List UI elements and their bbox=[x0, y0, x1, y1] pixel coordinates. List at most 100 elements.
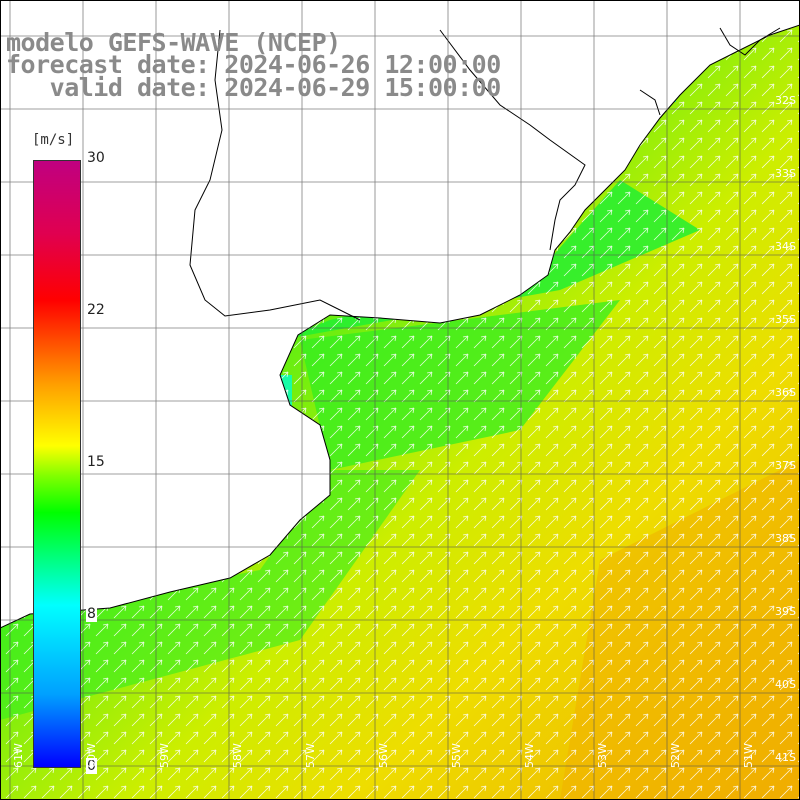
wind-arrow bbox=[743, 623, 757, 637]
wind-arrow bbox=[257, 227, 271, 241]
wind-arrow bbox=[689, 353, 703, 367]
wind-arrow bbox=[635, 425, 649, 439]
wind-arrow bbox=[455, 605, 469, 619]
wind-arrow bbox=[653, 335, 667, 349]
wind-arrow bbox=[167, 263, 181, 277]
wind-arrow bbox=[95, 587, 109, 601]
wind-arrow bbox=[509, 173, 523, 187]
wind-arrow bbox=[311, 443, 325, 457]
wind-arrow bbox=[311, 623, 325, 637]
wind-arrow bbox=[95, 533, 109, 547]
wind-arrow bbox=[294, 12, 306, 24]
wind-arrow bbox=[131, 389, 145, 403]
wind-arrow bbox=[167, 443, 181, 457]
wind-arrow bbox=[401, 785, 415, 799]
wind-arrow bbox=[42, 12, 54, 24]
wind-arrow bbox=[293, 173, 307, 187]
wind-arrow bbox=[293, 479, 307, 493]
wind-arrow bbox=[347, 461, 361, 475]
wind-arrow bbox=[599, 623, 613, 637]
wind-arrow bbox=[473, 263, 487, 277]
wind-arrow bbox=[311, 479, 325, 493]
wind-arrow bbox=[617, 281, 631, 295]
wind-arrow bbox=[5, 407, 19, 421]
wind-arrow bbox=[167, 479, 181, 493]
wind-arrow bbox=[545, 515, 559, 529]
wind-arrow bbox=[167, 119, 181, 133]
wind-arrow bbox=[743, 461, 757, 475]
colorbar-tick: 8 bbox=[86, 606, 97, 622]
wind-arrow bbox=[671, 461, 685, 475]
wind-arrow bbox=[617, 785, 631, 799]
wind-arrow bbox=[186, 12, 198, 24]
wind-arrow bbox=[131, 659, 145, 673]
wind-arrow bbox=[617, 389, 631, 403]
wind-arrow bbox=[761, 497, 775, 511]
wind-arrow bbox=[617, 731, 631, 745]
wind-arrow bbox=[329, 551, 343, 565]
wind-arrow bbox=[689, 695, 703, 709]
wind-arrow bbox=[347, 605, 361, 619]
wind-arrow bbox=[761, 461, 775, 475]
wind-arrow bbox=[131, 119, 145, 133]
wind-arrow bbox=[113, 209, 127, 223]
wind-arrow bbox=[761, 353, 775, 367]
wind-arrow bbox=[671, 749, 685, 763]
wind-arrow bbox=[707, 533, 721, 547]
wind-arrow bbox=[239, 695, 253, 709]
wind-arrow bbox=[275, 299, 289, 313]
wind-arrow bbox=[635, 227, 649, 241]
wind-arrow bbox=[743, 281, 757, 295]
wind-arrow bbox=[635, 191, 649, 205]
wind-arrow bbox=[239, 335, 253, 349]
wind-arrow bbox=[185, 281, 199, 295]
wind-arrow bbox=[599, 335, 613, 349]
wind-arrow bbox=[401, 119, 415, 133]
wind-arrow bbox=[761, 299, 775, 313]
wind-arrow bbox=[761, 227, 775, 241]
wind-arrow bbox=[365, 623, 379, 637]
wind-arrow bbox=[653, 65, 667, 79]
wind-arrow bbox=[5, 263, 19, 277]
wind-arrow bbox=[113, 767, 127, 781]
wind-arrow bbox=[707, 695, 721, 709]
wind-arrow bbox=[365, 461, 379, 475]
wind-arrow bbox=[743, 155, 757, 169]
wind-arrow bbox=[401, 731, 415, 745]
wind-arrow bbox=[221, 695, 235, 709]
wind-arrow bbox=[743, 119, 757, 133]
wind-arrow bbox=[275, 731, 289, 745]
wind-arrow bbox=[185, 731, 199, 745]
wind-arrow bbox=[239, 209, 253, 223]
wind-arrow bbox=[635, 101, 649, 115]
wind-arrow bbox=[725, 641, 739, 655]
wind-arrow bbox=[725, 299, 739, 313]
wind-arrow bbox=[690, 12, 702, 24]
wind-arrow bbox=[275, 137, 289, 151]
wind-arrow bbox=[653, 47, 667, 61]
wind-arrow bbox=[329, 101, 343, 115]
wind-arrow bbox=[473, 695, 487, 709]
wind-arrow bbox=[707, 515, 721, 529]
wind-arrow bbox=[455, 281, 469, 295]
wind-arrow bbox=[95, 209, 109, 223]
wind-arrow bbox=[779, 83, 793, 97]
wind-arrow bbox=[419, 227, 433, 241]
wind-arrow bbox=[383, 713, 397, 727]
wind-arrow bbox=[725, 101, 739, 115]
wind-arrow bbox=[221, 389, 235, 403]
wind-arrow bbox=[401, 335, 415, 349]
wind-arrow bbox=[5, 677, 19, 691]
wind-arrow bbox=[185, 371, 199, 385]
wind-arrow bbox=[473, 335, 487, 349]
wind-arrow bbox=[311, 155, 325, 169]
wind-arrow bbox=[203, 731, 217, 745]
wind-arrow bbox=[203, 767, 217, 781]
wind-arrow bbox=[401, 713, 415, 727]
wind-arrow bbox=[599, 659, 613, 673]
wind-arrow bbox=[257, 425, 271, 439]
wind-arrow bbox=[617, 425, 631, 439]
wind-arrow bbox=[473, 281, 487, 295]
wind-arrow bbox=[131, 353, 145, 367]
